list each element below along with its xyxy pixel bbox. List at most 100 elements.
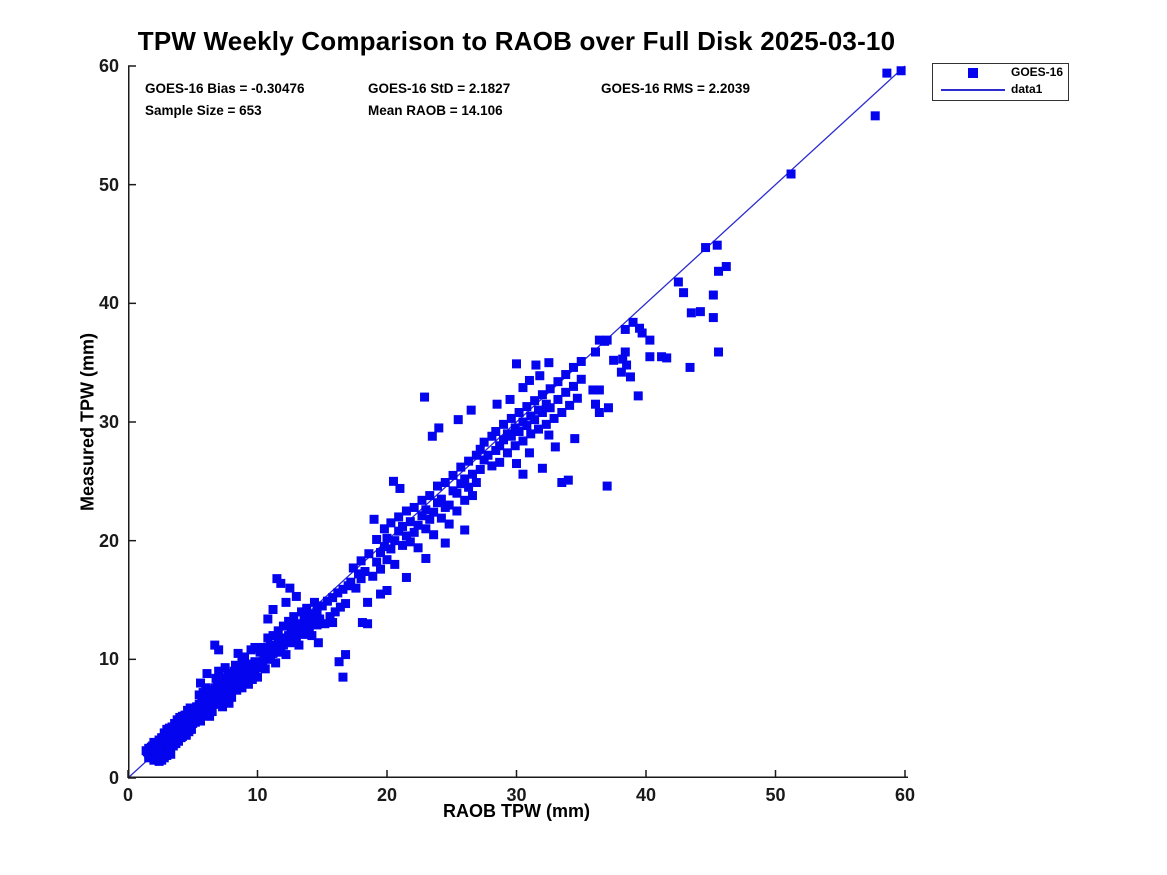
scatter-point (413, 543, 423, 553)
scatter-point (322, 596, 332, 606)
scatter-point (870, 111, 880, 121)
legend-item-data1: data1 (933, 81, 1068, 98)
scatter-point (434, 423, 444, 433)
scatter-point (281, 597, 291, 607)
scatter-point (338, 584, 348, 594)
y-tick-label: 20 (98, 530, 119, 551)
scatter-point (382, 586, 392, 596)
scatter-point (325, 612, 335, 622)
scatter-point (247, 665, 257, 675)
scatter-point (510, 441, 520, 451)
scatter-point (518, 383, 528, 393)
scatter-point (401, 572, 411, 582)
scatter-point (395, 483, 405, 493)
scatter-point (471, 478, 481, 488)
stat-rms: GOES-16 RMS = 2.2039 (601, 81, 750, 96)
scatter-point (291, 619, 301, 629)
scatter-point (376, 548, 386, 558)
scatter-point (701, 243, 711, 253)
scatter-point (479, 455, 489, 465)
scatter-point (369, 514, 379, 524)
scatter-point (633, 391, 643, 401)
scatter-point (618, 354, 628, 364)
scatter-point (572, 393, 582, 403)
scatter-point (372, 557, 382, 567)
scatter-point (662, 353, 672, 363)
scatter-point (420, 392, 430, 402)
scatter-point (202, 669, 212, 679)
scatter-point (531, 360, 541, 370)
scatter-point (487, 431, 497, 441)
scatter-point (456, 462, 466, 472)
y-tick-label: 50 (98, 174, 119, 195)
scatter-point (263, 633, 273, 643)
scatter-point (685, 362, 695, 372)
scatter-point (263, 645, 273, 655)
scatter-point (576, 374, 586, 384)
scatter-point (460, 495, 470, 505)
scatter-point (444, 519, 454, 529)
scatter-point (356, 574, 366, 584)
scatter-point (405, 537, 415, 547)
scatter-point (417, 495, 427, 505)
scatter-point (561, 387, 571, 397)
scatter-point (166, 749, 176, 759)
scatter-point (376, 589, 386, 599)
scatter-point (563, 475, 573, 485)
scatter-point (453, 415, 463, 425)
scatter-point (602, 335, 612, 345)
scatter-point (237, 683, 247, 693)
scatter-point (357, 618, 367, 628)
scatter-point (372, 534, 382, 544)
legend-marker-square-icon (968, 68, 978, 78)
scatter-point (263, 614, 273, 624)
scatter-point (214, 666, 224, 676)
scatter-point (657, 352, 667, 362)
y-tick-label: 30 (98, 412, 119, 432)
scatter-point (471, 450, 481, 460)
scatter-point (448, 470, 458, 480)
scatter-point (265, 640, 275, 650)
scatter-point (304, 610, 314, 620)
scatter-point (348, 563, 358, 573)
scatter-point (394, 512, 404, 522)
scatter-point (268, 631, 278, 641)
scatter-point (255, 647, 265, 657)
scatter-point (291, 591, 301, 601)
scatter-point (549, 413, 559, 423)
scatter-point (346, 577, 356, 587)
scatter-point (229, 666, 239, 676)
scatter-point (299, 629, 309, 639)
scatter-point (218, 702, 228, 712)
scatter-point (502, 448, 512, 458)
scatter-point (475, 464, 485, 474)
scatter-point (398, 540, 408, 550)
legend-label: data1 (1011, 82, 1043, 96)
scatter-point (512, 459, 521, 469)
scatter-point (302, 603, 312, 613)
scatter-point (568, 362, 578, 372)
scatter-point (214, 645, 224, 655)
scatter-point (679, 288, 689, 298)
scatter-point (466, 405, 476, 415)
scatter-point (260, 652, 270, 662)
scatter-point (401, 531, 411, 541)
scatter-point (452, 488, 462, 498)
scatter-point (522, 402, 532, 412)
scatter-point (265, 654, 275, 664)
scatter-point (413, 520, 423, 530)
scatter-point (530, 396, 540, 406)
scatter-point (452, 506, 462, 516)
scatter-point (364, 549, 374, 559)
scatter-point (363, 597, 373, 607)
scatter-point (289, 612, 299, 622)
scatter-point (603, 403, 613, 413)
scatter-point (467, 469, 477, 479)
scatter-point (360, 567, 370, 577)
scatter-point (530, 415, 540, 425)
scatter-point (594, 335, 604, 345)
scatter-point (297, 620, 307, 630)
scatter-point (382, 555, 392, 565)
scatter-point (635, 323, 645, 333)
scatter-point (276, 633, 286, 643)
